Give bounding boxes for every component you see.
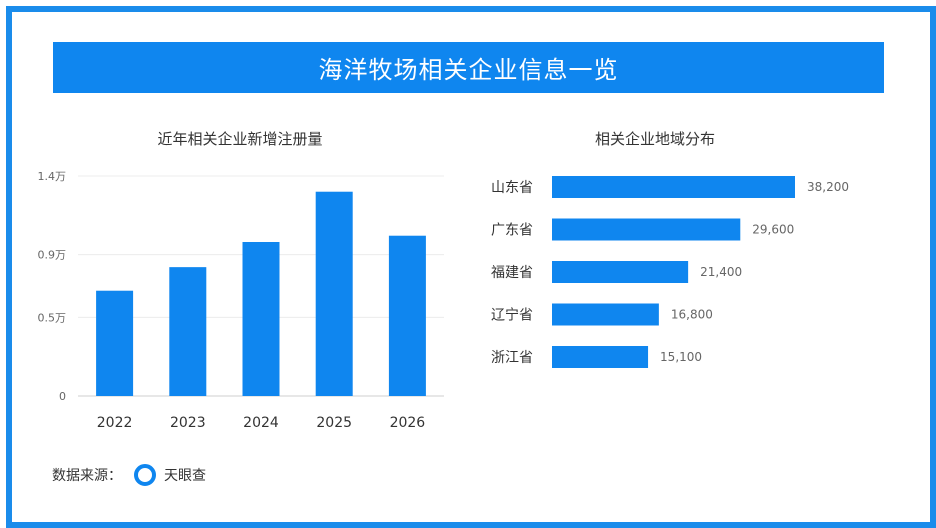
outer-frame xyxy=(6,6,936,528)
bar-广东省 xyxy=(552,218,741,241)
value-label: 15,100 xyxy=(660,350,702,364)
bar-2022 xyxy=(96,290,134,396)
regions-chart-title: 相关企业地域分布 xyxy=(594,130,715,148)
bar-2024 xyxy=(242,242,280,396)
page-title-banner: 海洋牧场相关企业信息一览 xyxy=(53,42,884,93)
bar-辽宁省 xyxy=(552,303,659,326)
source-label: 数据来源： xyxy=(52,468,122,484)
value-label: 16,800 xyxy=(671,308,713,322)
category-label: 浙江省 xyxy=(491,350,533,366)
registrations-chart-title: 近年相关企业新增注册量 xyxy=(157,130,323,148)
bar-浙江省 xyxy=(552,346,649,368)
page-title: 海洋牧场相关企业信息一览 xyxy=(318,56,619,84)
bar-福建省 xyxy=(552,261,689,283)
category-label: 福建省 xyxy=(491,265,533,281)
y-tick-label: 0.9万 xyxy=(38,249,67,262)
data-source: 数据来源： 天眼查 xyxy=(52,464,206,486)
bar-2023 xyxy=(169,267,207,396)
category-label: 山东省 xyxy=(491,180,533,196)
value-label: 38,200 xyxy=(807,180,849,194)
value-label: 21,400 xyxy=(700,265,742,279)
bar-2025 xyxy=(315,191,353,396)
x-tick-label: 2026 xyxy=(390,415,426,431)
category-label: 辽宁省 xyxy=(491,307,533,324)
y-tick-label: 0 xyxy=(59,390,66,403)
bar-2026 xyxy=(388,235,426,396)
x-tick-label: 2022 xyxy=(97,415,133,431)
y-tick-label: 1.4万 xyxy=(38,170,67,183)
value-label: 29,600 xyxy=(752,223,794,237)
x-tick-label: 2025 xyxy=(316,415,352,431)
bar-山东省 xyxy=(552,176,795,198)
y-tick-label: 0.5万 xyxy=(38,311,67,324)
x-tick-label: 2024 xyxy=(243,415,279,431)
tianyancha-logo-icon xyxy=(134,464,156,486)
source-name: 天眼查 xyxy=(164,468,206,484)
category-label: 广东省 xyxy=(491,223,533,239)
x-tick-label: 2023 xyxy=(170,415,206,431)
